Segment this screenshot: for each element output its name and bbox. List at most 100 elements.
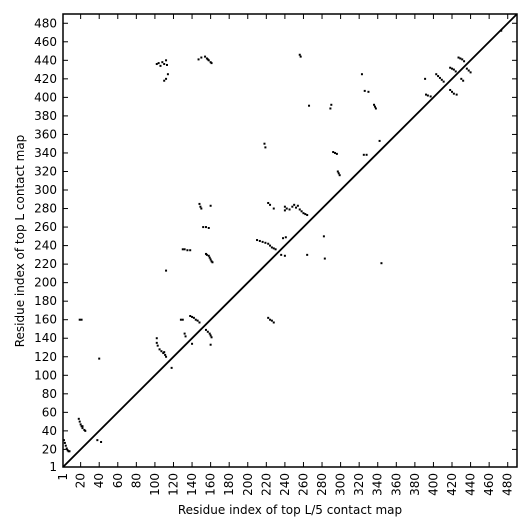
y-tick-label: 120 xyxy=(34,350,57,364)
contact-point xyxy=(454,70,457,73)
contact-point xyxy=(469,71,472,74)
contact-point xyxy=(205,253,208,256)
contact-point xyxy=(165,269,168,272)
contact-point xyxy=(165,59,168,62)
contact-point xyxy=(84,429,87,432)
contact-point xyxy=(196,319,199,322)
y-tick-label: 40 xyxy=(42,424,57,438)
contact-point xyxy=(197,58,200,61)
contact-point xyxy=(204,55,207,58)
contact-point xyxy=(78,420,81,423)
contact-point xyxy=(295,206,298,209)
contact-point xyxy=(208,332,211,335)
x-tick-label: 440 xyxy=(464,473,478,496)
contact-point xyxy=(209,258,212,261)
contact-point xyxy=(374,107,377,110)
contact-point xyxy=(204,226,207,229)
x-tick-label: 300 xyxy=(334,473,348,496)
contact-point xyxy=(438,76,441,79)
x-tick-label: 80 xyxy=(129,473,143,488)
contact-point xyxy=(449,88,452,91)
contact-point xyxy=(165,63,168,66)
y-tick-label: 340 xyxy=(34,146,57,160)
contact-point xyxy=(79,423,82,426)
contact-point xyxy=(160,350,163,353)
contact-point xyxy=(283,209,286,212)
contact-point xyxy=(96,439,99,442)
contact-point xyxy=(291,205,294,208)
contact-point xyxy=(459,57,462,60)
contact-point xyxy=(300,210,303,213)
contact-point xyxy=(158,348,161,351)
y-tick-label: 220 xyxy=(34,257,57,271)
contact-point xyxy=(302,212,305,215)
contact-point xyxy=(288,208,291,211)
y-tick-label: 60 xyxy=(42,405,57,419)
contact-point xyxy=(62,439,65,442)
x-tick-label: 160 xyxy=(204,473,218,496)
contact-point xyxy=(282,237,285,240)
x-tick-label: 280 xyxy=(315,473,329,496)
contact-point xyxy=(306,214,309,217)
contact-point xyxy=(207,226,210,229)
contact-point xyxy=(208,256,211,259)
y-tick-label: 200 xyxy=(34,276,57,290)
contact-point xyxy=(80,318,83,321)
contact-point xyxy=(63,441,66,444)
y-tick-label: 440 xyxy=(34,53,57,67)
contact-point xyxy=(207,254,210,257)
contact-point xyxy=(461,58,464,61)
contact-point xyxy=(77,417,80,420)
x-tick-label: 1 xyxy=(56,473,70,481)
contact-point xyxy=(440,78,443,81)
x-tick-label: 480 xyxy=(501,473,515,496)
contact-point xyxy=(306,253,309,256)
contact-point xyxy=(198,321,201,324)
contact-point xyxy=(272,247,275,250)
contact-point xyxy=(284,236,287,239)
contact-point xyxy=(285,207,288,210)
contact-point xyxy=(299,55,302,58)
y-tick-label: 240 xyxy=(34,239,57,253)
contact-point xyxy=(165,355,168,358)
contact-point xyxy=(81,427,84,430)
contact-point xyxy=(199,205,202,208)
contact-point xyxy=(425,93,428,96)
contact-point xyxy=(258,239,261,242)
y-tick-label: 100 xyxy=(34,368,57,382)
contact-point xyxy=(191,342,194,345)
contact-point xyxy=(298,53,301,56)
contact-point xyxy=(210,336,213,339)
contact-point xyxy=(298,208,301,211)
contact-point xyxy=(159,64,162,67)
contact-point xyxy=(81,425,84,428)
y-tick-label: 180 xyxy=(34,294,57,308)
contact-point xyxy=(189,249,192,252)
contact-point xyxy=(264,146,267,149)
contact-point xyxy=(164,353,167,356)
x-tick-label: 420 xyxy=(445,473,459,496)
x-tick-label: 460 xyxy=(482,473,496,496)
y-tick-label: 460 xyxy=(34,35,57,49)
contact-point xyxy=(155,63,158,66)
contact-point xyxy=(365,153,368,156)
contact-point xyxy=(184,335,187,338)
contact-point xyxy=(429,95,432,98)
contact-point xyxy=(202,226,205,229)
y-tick-label: 400 xyxy=(34,90,57,104)
y-tick-label: 280 xyxy=(34,202,57,216)
contact-point xyxy=(65,447,68,450)
contact-point xyxy=(156,344,159,347)
y-tick-label: 140 xyxy=(34,331,57,345)
contact-point xyxy=(210,62,213,65)
contact-point xyxy=(455,93,458,96)
x-tick-label: 340 xyxy=(371,473,385,496)
contact-point xyxy=(200,56,203,59)
contact-point xyxy=(451,67,454,70)
y-tick-label: 300 xyxy=(34,183,57,197)
x-tick-label: 20 xyxy=(74,473,88,488)
contact-point xyxy=(200,207,203,210)
contact-point xyxy=(269,244,272,247)
contact-point xyxy=(463,60,466,63)
contact-point xyxy=(380,262,383,265)
